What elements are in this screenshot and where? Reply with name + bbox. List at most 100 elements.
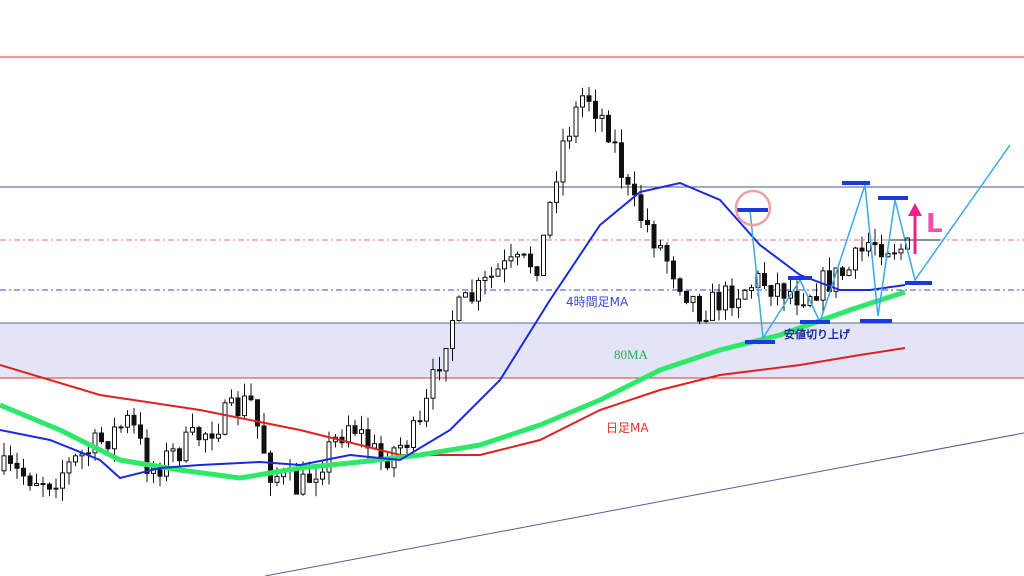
candle-body bbox=[690, 295, 696, 303]
candle-body bbox=[560, 140, 566, 183]
candle-body bbox=[164, 450, 169, 477]
candle-body bbox=[840, 267, 845, 277]
candle-body bbox=[443, 347, 449, 372]
candle-body bbox=[99, 432, 104, 443]
candle-body bbox=[638, 194, 644, 222]
candle-body bbox=[313, 478, 319, 483]
candle-body bbox=[801, 304, 806, 307]
candle-body bbox=[47, 483, 52, 490]
candle-body bbox=[170, 448, 176, 452]
candle-body bbox=[326, 441, 332, 473]
candle-body bbox=[879, 244, 884, 258]
candle-body bbox=[183, 431, 189, 462]
candle-body bbox=[599, 114, 605, 119]
daily-ma bbox=[0, 347, 906, 456]
entry-label: L bbox=[926, 209, 943, 239]
highlight-circle bbox=[734, 189, 772, 227]
candle-body bbox=[196, 427, 202, 441]
candle-body bbox=[60, 472, 65, 489]
candle-body bbox=[92, 432, 98, 454]
candle-body bbox=[417, 420, 423, 423]
candle-body bbox=[463, 292, 468, 298]
candle-body bbox=[697, 295, 702, 322]
candle-body bbox=[203, 433, 208, 441]
candle-body bbox=[27, 475, 33, 487]
candle-body bbox=[66, 461, 72, 474]
candle-body bbox=[677, 278, 683, 292]
candle-body bbox=[40, 483, 46, 486]
candle-body bbox=[866, 242, 871, 252]
candle-body bbox=[274, 476, 280, 483]
candle-body bbox=[502, 260, 507, 270]
candle-body bbox=[612, 141, 618, 144]
candle-body bbox=[320, 471, 325, 480]
candle-body bbox=[567, 135, 572, 142]
candle-body bbox=[508, 256, 514, 262]
candle-body bbox=[118, 426, 124, 429]
candle-body bbox=[307, 473, 312, 483]
candle-body bbox=[437, 369, 442, 372]
candle-body bbox=[430, 369, 436, 399]
candle-body bbox=[820, 270, 826, 301]
candle-body bbox=[495, 268, 501, 277]
candle-body bbox=[742, 289, 748, 300]
candle-body bbox=[294, 469, 299, 495]
candle-body bbox=[1, 455, 7, 472]
candle-body bbox=[781, 283, 787, 299]
candle-body bbox=[723, 285, 728, 311]
candle-body bbox=[86, 452, 91, 455]
candle-body bbox=[586, 95, 592, 102]
candle-body bbox=[21, 467, 26, 477]
candle-body bbox=[859, 247, 865, 252]
candle-body bbox=[365, 429, 371, 449]
candle-body bbox=[456, 296, 462, 322]
candle-body bbox=[872, 242, 878, 246]
candle-body bbox=[209, 433, 215, 439]
candle-body bbox=[248, 395, 254, 401]
ma-4h-label: 4時間足MA bbox=[566, 295, 629, 309]
candle-body bbox=[359, 429, 364, 434]
candle-body bbox=[625, 176, 631, 185]
candle-body bbox=[898, 248, 904, 254]
candle-body bbox=[222, 402, 228, 435]
support-zone bbox=[0, 323, 1024, 378]
candle-body bbox=[261, 425, 267, 454]
candle-body bbox=[710, 291, 715, 321]
candle-body bbox=[138, 424, 143, 439]
candle-body bbox=[885, 253, 891, 258]
candle-body bbox=[658, 245, 663, 249]
candle-body bbox=[411, 420, 416, 448]
candle-body bbox=[515, 253, 520, 258]
candle-body bbox=[482, 276, 488, 282]
candle-body bbox=[528, 253, 533, 268]
ma-4h bbox=[0, 181, 906, 480]
candle-body bbox=[216, 433, 221, 439]
candle-body bbox=[541, 234, 546, 277]
candle-body bbox=[619, 142, 624, 178]
candle-body bbox=[268, 452, 273, 483]
candle-body bbox=[703, 319, 709, 322]
candle-body bbox=[775, 283, 780, 297]
candle-body bbox=[853, 247, 858, 271]
candle-body bbox=[177, 448, 182, 462]
candle-body bbox=[352, 425, 358, 434]
candle-body bbox=[125, 414, 130, 428]
candle-body bbox=[632, 183, 637, 196]
candle-body bbox=[489, 275, 494, 278]
candle-body bbox=[300, 473, 306, 495]
candle-body bbox=[255, 399, 260, 427]
candle-body bbox=[846, 269, 852, 277]
candle-body bbox=[664, 245, 670, 262]
candle-body bbox=[346, 425, 351, 444]
candle-body bbox=[105, 441, 111, 450]
candle-body bbox=[235, 397, 241, 417]
candle-body bbox=[762, 273, 767, 287]
candle-body bbox=[144, 437, 150, 474]
candle-body bbox=[749, 287, 754, 291]
candle-body bbox=[729, 285, 735, 309]
entry-arrowhead bbox=[908, 203, 922, 216]
candle-body bbox=[534, 266, 540, 277]
